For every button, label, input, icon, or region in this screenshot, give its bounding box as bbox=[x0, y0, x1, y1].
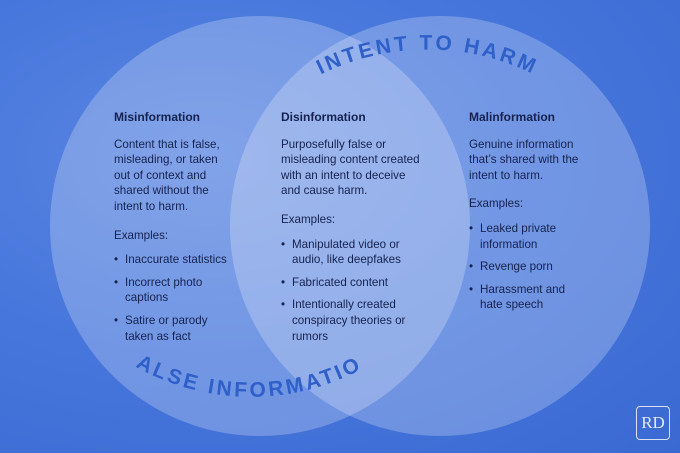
misinformation-column: Misinformation Content that is false, mi… bbox=[114, 110, 234, 351]
malinformation-title: Malinformation bbox=[469, 110, 555, 124]
misinformation-examples: Inaccurate statistics Incorrect photo ca… bbox=[114, 252, 234, 344]
disinformation-example: Manipulated video or audio, like deepfak… bbox=[281, 237, 421, 268]
rd-logo: RD bbox=[636, 406, 670, 440]
disinformation-description: Purposefully false or misleading content… bbox=[281, 137, 420, 198]
misinformation-example: Incorrect photo captions bbox=[114, 275, 234, 306]
malinformation-examples: Leaked private information Revenge porn … bbox=[469, 221, 589, 313]
disinformation-example: Fabricated content bbox=[281, 275, 421, 291]
misinformation-description: Content that is false, misleading, or ta… bbox=[114, 137, 220, 213]
misinformation-examples-label: Examples: bbox=[114, 228, 169, 242]
misinformation-example: Satire or parody taken as fact bbox=[114, 313, 234, 344]
malinformation-example: Revenge porn bbox=[469, 259, 589, 275]
malinformation-example: Leaked private information bbox=[469, 221, 589, 252]
misinformation-title: Misinformation bbox=[114, 110, 200, 124]
disinformation-column: Disinformation Purposefully false or mis… bbox=[281, 110, 421, 351]
disinformation-examples-label: Examples: bbox=[281, 212, 336, 226]
disinformation-example: Intentionally created conspiracy theorie… bbox=[281, 297, 421, 344]
disinformation-title: Disinformation bbox=[281, 110, 366, 124]
malinformation-example: Harassment and hate speech bbox=[469, 282, 589, 313]
disinformation-examples: Manipulated video or audio, like deepfak… bbox=[281, 237, 421, 345]
malinformation-description: Genuine information that’s shared with t… bbox=[469, 137, 579, 182]
malinformation-column: Malinformation Genuine information that’… bbox=[469, 110, 589, 320]
misinformation-example: Inaccurate statistics bbox=[114, 252, 234, 268]
malinformation-examples-label: Examples: bbox=[469, 197, 524, 211]
